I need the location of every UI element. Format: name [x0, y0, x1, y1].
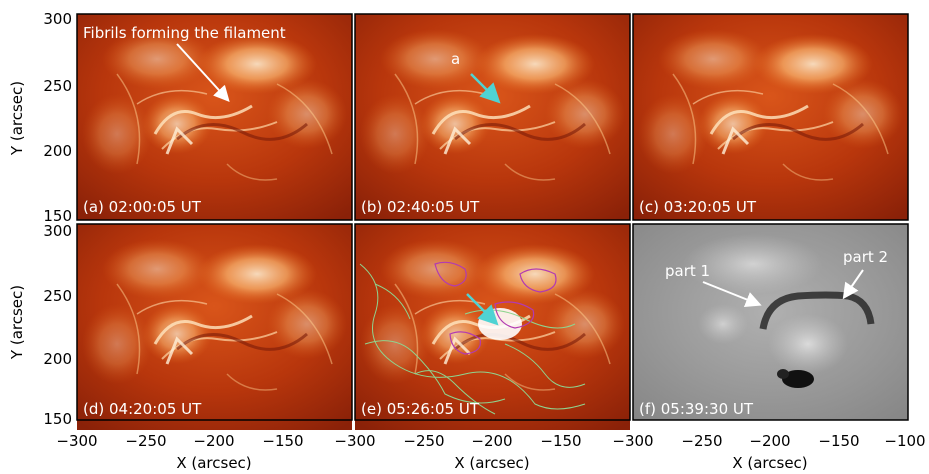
x-tick: −300 — [56, 432, 97, 450]
x-axis-label: X (arcsec) — [454, 454, 529, 472]
x-tick: −200 — [749, 432, 790, 450]
x-tick: −200 — [471, 432, 512, 450]
x-axis-col3: −300 −250 −200 −150 −100 X (arcsec) — [612, 432, 925, 472]
x-tick: −300 — [334, 432, 375, 450]
panel-b: a (b) 02:40:05 UT — [353, 12, 632, 222]
x-tick: −150 — [818, 432, 859, 450]
x-tick: −150 — [540, 432, 581, 450]
y-tick: 200 — [43, 350, 72, 368]
x-tick: −250 — [125, 432, 166, 450]
panel-c-label: (c) 03:20:05 UT — [639, 198, 757, 216]
panel-e: (e) 05:26:05 UT — [353, 222, 632, 432]
y-tick: 300 — [43, 10, 72, 28]
x-axis-col1: −300 −250 −200 −150 X (arcsec) — [56, 432, 303, 472]
panel-a: Fibrils forming the filament (a) 02:00:0… — [75, 12, 354, 222]
panel-d-label: (d) 04:20:05 UT — [83, 400, 202, 418]
y-tick: 150 — [43, 207, 72, 225]
part2-label: part 2 — [843, 248, 888, 266]
y-axis-bottom: 300 250 200 150 Y (arcsec) — [8, 222, 72, 428]
panel-e-label: (e) 05:26:05 UT — [361, 400, 480, 418]
y-tick: 250 — [43, 287, 72, 305]
x-tick: −250 — [403, 432, 444, 450]
panel-b-label: (b) 02:40:05 UT — [361, 198, 480, 216]
y-tick: 300 — [43, 222, 72, 240]
panel-f-label: (f) 05:39:30 UT — [639, 400, 754, 418]
panel-a-label: (a) 02:00:05 UT — [83, 198, 202, 216]
panel-b-annotation: a — [451, 50, 460, 68]
x-tick: −100 — [884, 432, 925, 450]
panel-a-annotation: Fibrils forming the filament — [83, 24, 286, 42]
x-tick: −150 — [262, 432, 303, 450]
arrow-icon — [702, 281, 762, 307]
y-axis-label: Y (arcsec) — [8, 285, 26, 360]
y-tick: 150 — [43, 410, 72, 428]
panel-d: (d) 04:20:05 UT — [75, 222, 354, 432]
y-tick: 250 — [43, 77, 72, 95]
x-tick: −300 — [612, 432, 653, 450]
x-axis-label: X (arcsec) — [176, 454, 251, 472]
cyan-arrow-icon — [470, 73, 501, 104]
panel-c: (c) 03:20:05 UT — [631, 12, 910, 222]
arrow-icon — [176, 43, 230, 102]
x-axis-col2: −300 −250 −200 −150 X (arcsec) — [334, 432, 581, 472]
y-axis-label: Y (arcsec) — [8, 81, 26, 156]
y-tick: 200 — [43, 142, 72, 160]
x-tick: −200 — [193, 432, 234, 450]
arrow-icon — [842, 269, 864, 300]
x-axis-label: X (arcsec) — [732, 454, 807, 472]
x-tick: −250 — [681, 432, 722, 450]
panel-f: part 1 part 2 (f) 05:39:30 UT — [632, 223, 909, 421]
cyan-arrow-icon — [466, 293, 499, 326]
part1-label: part 1 — [665, 262, 710, 280]
y-axis-top: 300 250 200 150 Y (arcsec) — [8, 10, 72, 225]
